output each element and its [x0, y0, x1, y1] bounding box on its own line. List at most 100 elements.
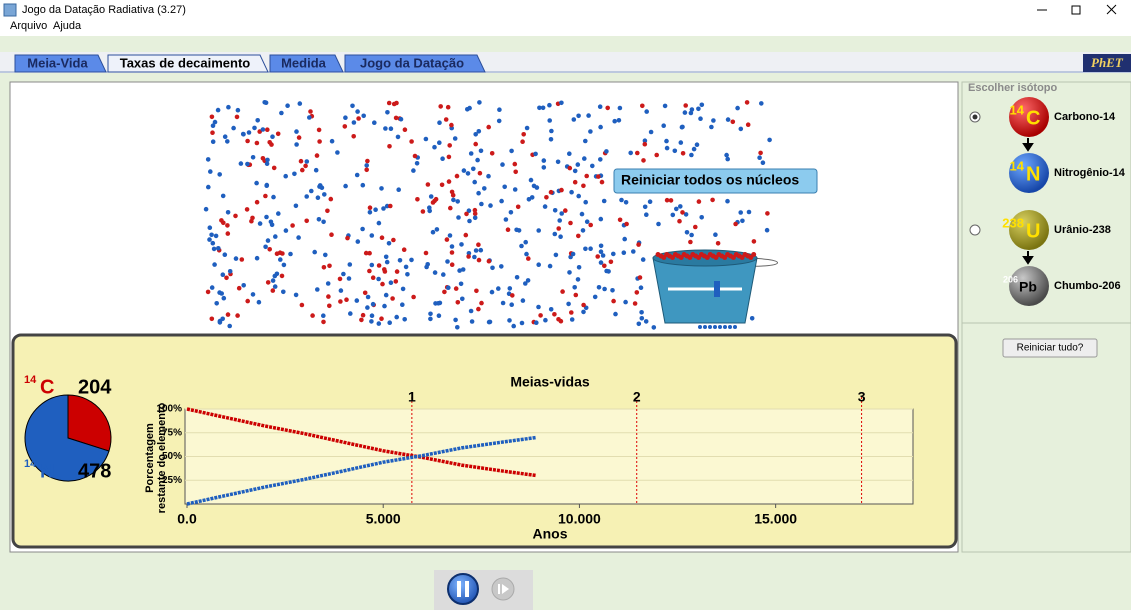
nucleus [225, 223, 230, 228]
nucleus [644, 212, 649, 217]
nucleus [509, 210, 514, 215]
nucleus [221, 272, 226, 277]
nucleus [577, 265, 582, 270]
nucleus [322, 192, 327, 197]
reset-nuclei-button[interactable]: Reiniciar todos os núcleos [621, 172, 799, 188]
pie-count: 478 [78, 460, 111, 482]
nucleus [441, 272, 446, 277]
nucleus [350, 104, 355, 109]
nucleus [431, 230, 436, 235]
nucleus [279, 111, 284, 116]
menu-item[interactable]: Arquivo [10, 20, 47, 32]
nucleus [454, 286, 459, 291]
nucleus [338, 277, 343, 282]
nucleus [370, 263, 375, 268]
nucleus [217, 172, 222, 177]
tab-label[interactable]: Taxas de decaimento [120, 55, 251, 70]
nucleus [547, 118, 552, 123]
nucleus [326, 294, 331, 299]
nucleus [385, 110, 390, 115]
radio-dot[interactable] [973, 115, 978, 120]
nucleus [348, 311, 353, 316]
menu-item[interactable]: Ajuda [53, 20, 82, 32]
nucleus [663, 104, 668, 109]
isotope-name[interactable]: Nitrogênio-14 [1054, 167, 1126, 179]
reset-all-button[interactable]: Reiniciar tudo? [1017, 343, 1084, 354]
nucleus [509, 149, 514, 154]
nucleus [226, 312, 231, 317]
nucleus [377, 321, 382, 326]
nucleus [234, 256, 239, 261]
nucleus [270, 134, 275, 139]
nucleus [272, 166, 277, 171]
nucleus [299, 159, 304, 164]
nucleus [437, 140, 442, 145]
pause-button[interactable] [448, 574, 478, 604]
nucleus [325, 209, 330, 214]
nucleus [383, 269, 388, 274]
nucleus [387, 320, 392, 325]
nucleus [602, 264, 607, 269]
chart-title: Meias-vidas [510, 374, 590, 390]
tab-label[interactable]: Jogo da Datação [360, 55, 464, 70]
nucleus [563, 208, 568, 213]
nucleus [212, 247, 217, 252]
nucleus [497, 119, 502, 124]
nucleus [415, 197, 420, 202]
x-tick-label: 0.0 [177, 511, 197, 527]
nucleus [448, 206, 453, 211]
nucleus [726, 117, 731, 122]
nucleus [369, 319, 374, 324]
nucleus [576, 234, 581, 239]
nucleus [327, 304, 332, 309]
nucleus [559, 211, 564, 216]
nucleus [413, 154, 418, 159]
nucleus [449, 123, 454, 128]
nucleus [448, 233, 453, 238]
radio-button[interactable] [970, 225, 980, 235]
nucleus [292, 172, 297, 177]
nucleus [367, 251, 372, 256]
nucleus [391, 238, 396, 243]
tab-label[interactable]: Medida [281, 55, 327, 70]
nucleus [477, 258, 482, 263]
nucleus [479, 301, 484, 306]
isotope-name[interactable]: Carbono-14 [1054, 111, 1116, 123]
nucleus [341, 272, 346, 277]
nucleus [665, 198, 670, 203]
nucleus [396, 135, 401, 140]
nucleus [568, 221, 573, 226]
nucleus [290, 223, 295, 228]
nucleus [618, 106, 623, 111]
nucleus [581, 228, 586, 233]
nucleus [490, 290, 495, 295]
isotope-name[interactable]: Urânio-238 [1054, 224, 1111, 236]
nucleus [224, 276, 229, 281]
nucleus [437, 120, 442, 125]
nucleus [445, 237, 450, 242]
nucleus [429, 194, 434, 199]
nucleus [473, 216, 478, 221]
nucleus [524, 252, 529, 257]
nucleus [312, 250, 317, 255]
nucleus [455, 325, 460, 330]
nucleus [212, 262, 217, 267]
nucleus [689, 153, 694, 158]
bucket-nucleus [728, 325, 732, 329]
nucleus [355, 173, 360, 178]
step-button[interactable] [492, 578, 514, 600]
nucleus [361, 183, 366, 188]
nucleus [477, 100, 482, 105]
nucleus [446, 285, 451, 290]
nucleus [255, 141, 260, 146]
nucleus [330, 139, 335, 144]
isotope-symbol: Pb [1019, 279, 1037, 295]
nucleus [450, 244, 455, 249]
isotope-symbol: C [1026, 107, 1040, 129]
nucleus [573, 180, 578, 185]
nucleus [648, 199, 653, 204]
nucleus [322, 265, 327, 270]
nucleus [348, 262, 353, 267]
tab-label[interactable]: Meia-Vida [27, 55, 88, 70]
isotope-name[interactable]: Chumbo-206 [1054, 280, 1121, 292]
